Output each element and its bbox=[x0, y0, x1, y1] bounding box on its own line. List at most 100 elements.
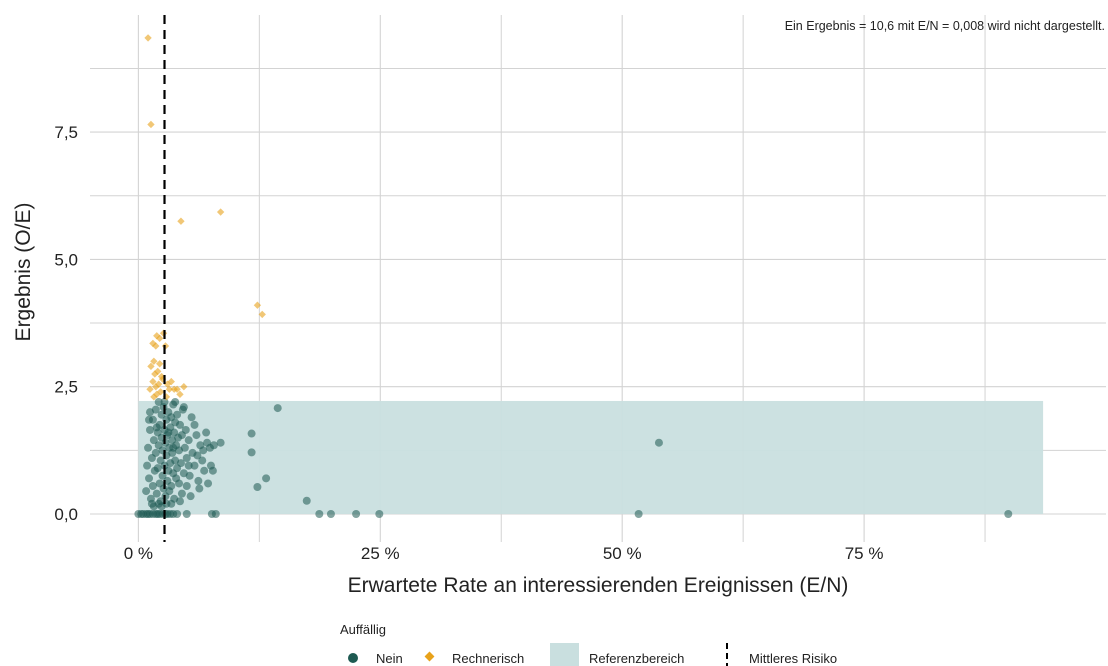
point-nein bbox=[154, 397, 163, 406]
point-rechnerisch bbox=[180, 383, 188, 391]
point-rechnerisch bbox=[173, 385, 181, 393]
point-nein bbox=[199, 446, 208, 455]
point-nein bbox=[173, 509, 182, 518]
y-tick-label: 7,5 bbox=[54, 123, 78, 142]
point-nein bbox=[187, 413, 196, 422]
point-nein bbox=[173, 410, 182, 419]
x-tick-label: 25 % bbox=[361, 544, 400, 563]
legend-label-referenzbereich: Referenzbereich bbox=[589, 651, 684, 666]
point-rechnerisch bbox=[144, 34, 152, 42]
axis-ticks: 0 % 25 % 50 % 75 % 0,0 2,5 5,0 7,5 bbox=[54, 123, 883, 563]
point-rechnerisch bbox=[146, 385, 154, 393]
point-nein bbox=[186, 492, 195, 501]
point-nein bbox=[1004, 509, 1013, 518]
point-nein bbox=[185, 471, 194, 480]
point-nein bbox=[302, 496, 311, 505]
point-rechnerisch bbox=[155, 360, 164, 368]
point-nein bbox=[171, 397, 180, 406]
y-tick-label: 2,5 bbox=[54, 378, 78, 397]
point-nein bbox=[190, 420, 199, 429]
point-rechnerisch bbox=[176, 390, 184, 399]
point-nein bbox=[151, 448, 160, 457]
point-rechnerisch bbox=[147, 120, 155, 129]
x-tick-label: 0 % bbox=[124, 544, 153, 563]
point-nein bbox=[202, 428, 211, 437]
point-nein bbox=[180, 443, 189, 452]
point-nein bbox=[262, 474, 271, 483]
point-nein bbox=[203, 438, 212, 447]
point-rechnerisch bbox=[258, 310, 266, 319]
point-nein bbox=[184, 436, 193, 445]
y-tick-label: 5,0 bbox=[54, 250, 78, 269]
y-tick-label: 0,0 bbox=[54, 505, 78, 524]
point-nein bbox=[153, 464, 162, 473]
point-nein bbox=[179, 403, 188, 412]
point-nein bbox=[193, 451, 202, 460]
point-nein bbox=[216, 438, 225, 447]
point-nein bbox=[144, 443, 153, 452]
point-nein bbox=[211, 509, 220, 518]
point-nein bbox=[152, 423, 161, 432]
point-nein bbox=[315, 509, 324, 518]
point-nein bbox=[184, 461, 193, 470]
x-tick-label: 75 % bbox=[845, 544, 884, 563]
point-rechnerisch bbox=[167, 377, 175, 386]
point-nein bbox=[352, 509, 361, 518]
data-points bbox=[134, 34, 1013, 518]
point-nein bbox=[326, 509, 335, 518]
point-nein bbox=[175, 479, 184, 488]
point-nein bbox=[182, 481, 191, 490]
legend-label-nein: Nein bbox=[376, 651, 403, 666]
point-nein bbox=[195, 484, 204, 493]
point-rechnerisch bbox=[253, 301, 262, 309]
point-nein bbox=[169, 443, 178, 452]
point-nein bbox=[164, 428, 173, 437]
point-nein bbox=[247, 429, 256, 438]
point-nein bbox=[192, 431, 201, 440]
point-rechnerisch bbox=[150, 357, 158, 365]
point-rechnerisch bbox=[152, 342, 160, 350]
reference-range-band bbox=[138, 400, 1044, 514]
point-nein bbox=[204, 479, 213, 488]
point-nein bbox=[142, 487, 151, 496]
point-rechnerisch bbox=[216, 208, 225, 216]
y-axis-title: Ergebnis (O/E) bbox=[12, 203, 35, 342]
point-nein bbox=[167, 499, 176, 508]
point-nein bbox=[167, 481, 176, 490]
point-rechnerisch bbox=[151, 370, 159, 378]
point-nein bbox=[190, 461, 199, 470]
point-nein bbox=[148, 481, 157, 490]
point-nein bbox=[198, 456, 207, 465]
point-nein bbox=[654, 438, 663, 447]
legend-title: Auffällig bbox=[340, 622, 386, 637]
point-nein bbox=[176, 459, 185, 468]
point-nein bbox=[145, 408, 154, 417]
point-nein bbox=[181, 425, 190, 434]
point-nein bbox=[175, 497, 184, 506]
legend-label-mittleres-risiko: Mittleres Risiko bbox=[749, 651, 837, 666]
point-rechnerisch bbox=[155, 380, 163, 388]
point-nein bbox=[200, 466, 209, 475]
point-nein bbox=[182, 453, 191, 462]
point-nein bbox=[149, 436, 158, 445]
point-nein bbox=[208, 466, 217, 475]
legend-symbol-referenzbereich bbox=[550, 643, 579, 666]
legend: Auffällig Nein Rechnerisch Referenzberei… bbox=[340, 622, 837, 666]
point-nein bbox=[209, 441, 218, 450]
point-nein bbox=[375, 509, 384, 518]
point-nein bbox=[194, 476, 203, 485]
point-rechnerisch bbox=[153, 390, 161, 399]
point-nein bbox=[182, 509, 191, 518]
chart-note: Ein Ergebnis = 10,6 mit E/N = 0,008 wird… bbox=[785, 19, 1105, 33]
legend-symbol-rechnerisch bbox=[424, 651, 435, 662]
point-nein bbox=[145, 474, 154, 483]
point-nein bbox=[253, 483, 262, 492]
point-nein bbox=[273, 404, 282, 413]
point-nein bbox=[143, 461, 152, 470]
x-tick-label: 50 % bbox=[603, 544, 642, 563]
point-rechnerisch bbox=[149, 377, 157, 386]
point-nein bbox=[177, 489, 186, 498]
point-rechnerisch bbox=[147, 362, 155, 371]
legend-symbol-nein bbox=[348, 653, 358, 663]
